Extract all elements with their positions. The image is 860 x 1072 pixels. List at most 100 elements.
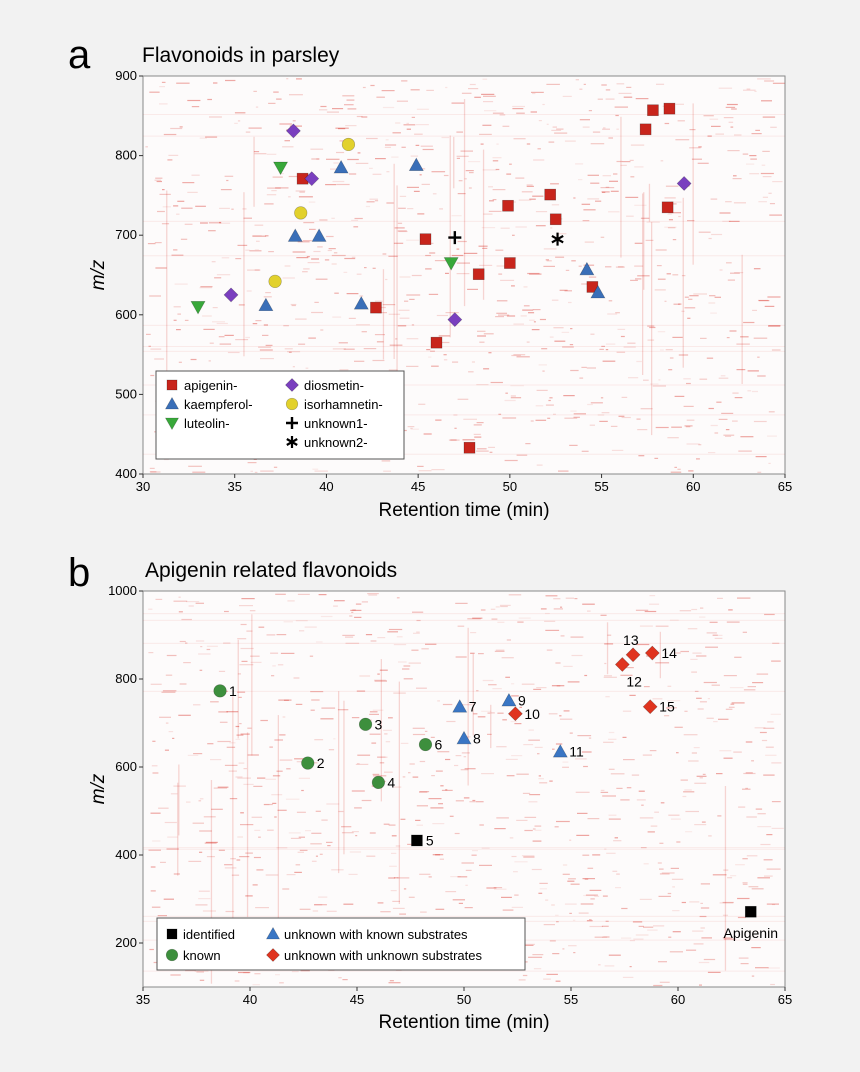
heatmap-streak — [608, 738, 617, 740]
heatmap-streak — [666, 707, 670, 709]
heatmap-streak — [315, 641, 323, 643]
heatmap-streak — [400, 742, 409, 744]
heatmap-streak — [455, 602, 468, 604]
heatmap-streak — [294, 871, 302, 873]
heatmap-streak — [318, 896, 328, 898]
heatmap-streak — [492, 189, 506, 191]
heatmap-streak — [677, 120, 685, 122]
legend-label: known — [183, 948, 221, 963]
heatmap-streak — [658, 961, 667, 963]
heatmap-streak — [649, 383, 659, 385]
heatmap-streak — [629, 966, 632, 968]
heatmap-streak — [425, 268, 432, 270]
heatmap-streak — [474, 96, 481, 98]
heatmap-streak — [302, 240, 312, 242]
heatmap-streak — [740, 336, 749, 338]
heatmap-streak — [422, 148, 434, 151]
heatmap-streak — [610, 425, 618, 427]
heatmap-streak — [725, 708, 733, 710]
heatmap-streak — [199, 851, 203, 853]
heatmap-streak — [579, 377, 584, 379]
heatmap-streak — [359, 675, 371, 677]
heatmap-streak — [200, 646, 203, 648]
heatmap-streak — [431, 469, 445, 471]
heatmap-streak — [742, 788, 751, 790]
heatmap-streak — [545, 404, 554, 406]
heatmap-streak — [570, 883, 580, 885]
heatmap-streak — [410, 428, 419, 430]
heatmap-streak — [634, 265, 644, 267]
heatmap-streak — [454, 764, 459, 767]
heatmap-streak — [145, 146, 148, 148]
heatmap-streak — [410, 427, 413, 429]
x-tick-label: 60 — [671, 992, 685, 1007]
heatmap-streak — [351, 790, 365, 792]
legend-marker-square — [166, 928, 178, 940]
heatmap-streak — [166, 190, 168, 414]
heatmap-streak — [682, 795, 687, 798]
heatmap-streak — [746, 855, 758, 857]
heatmap-streak — [266, 194, 277, 196]
heatmap-streak — [214, 277, 222, 279]
heatmap-streak — [626, 215, 634, 217]
heatmap-streak — [212, 321, 225, 323]
data-point-diamond — [625, 647, 641, 663]
heatmap-streak — [643, 863, 649, 865]
heatmap-streak — [708, 835, 712, 837]
heatmap-streak — [719, 269, 723, 271]
heatmap-streak — [369, 167, 373, 169]
heatmap-streak — [240, 647, 254, 650]
heatmap-streak — [511, 855, 517, 858]
heatmap-streak — [428, 356, 432, 358]
heatmap-streak — [276, 847, 288, 849]
heatmap-streak — [539, 882, 548, 884]
heatmap-streak — [589, 919, 592, 921]
heatmap-streak — [255, 907, 269, 909]
heatmap-streak — [291, 971, 299, 973]
heatmap-streak — [274, 739, 283, 741]
heatmap-streak — [159, 86, 165, 88]
heatmap-streak — [723, 117, 734, 119]
heatmap-streak — [468, 88, 479, 90]
heatmap-streak — [578, 754, 582, 756]
heatmap-streak — [361, 799, 372, 802]
heatmap-streak — [247, 754, 259, 756]
heatmap-streak — [483, 333, 494, 335]
heatmap-streak — [219, 343, 232, 345]
heatmap-streak — [164, 821, 177, 824]
heatmap-streak — [620, 799, 630, 801]
heatmap-streak — [632, 921, 643, 923]
heatmap-streak — [622, 161, 631, 163]
heatmap-streak — [260, 719, 268, 722]
heatmap-streak — [484, 110, 497, 112]
heatmap-streak — [457, 193, 466, 195]
heatmap-streak — [557, 233, 567, 235]
heatmap-streak — [583, 894, 596, 897]
heatmap-streak — [487, 712, 491, 714]
heatmap-streak — [718, 87, 733, 89]
heatmap-streak — [272, 775, 281, 777]
heatmap-streak — [515, 226, 527, 228]
heatmap-streak — [570, 410, 577, 412]
heatmap-streak — [394, 227, 405, 229]
heatmap-streak — [745, 787, 748, 789]
heatmap-streak — [532, 840, 542, 842]
heatmap-streak — [479, 864, 492, 866]
heatmap-streak — [670, 471, 682, 473]
heatmap-streak — [252, 235, 262, 237]
heatmap-streak — [343, 348, 355, 350]
heatmap-streak — [287, 351, 301, 353]
heatmap-streak — [462, 439, 475, 441]
heatmap-streak — [620, 674, 633, 676]
heatmap-streak — [684, 710, 688, 712]
heatmap-streak — [556, 128, 564, 130]
heatmap-streak — [594, 895, 600, 897]
heatmap-streak — [690, 658, 698, 660]
heatmap-streak — [325, 184, 337, 186]
heatmap-streak — [457, 876, 468, 878]
heatmap-streak — [600, 789, 605, 791]
heatmap-streak — [488, 352, 492, 354]
heatmap-streak — [684, 789, 692, 791]
heatmap-streak — [617, 328, 626, 330]
